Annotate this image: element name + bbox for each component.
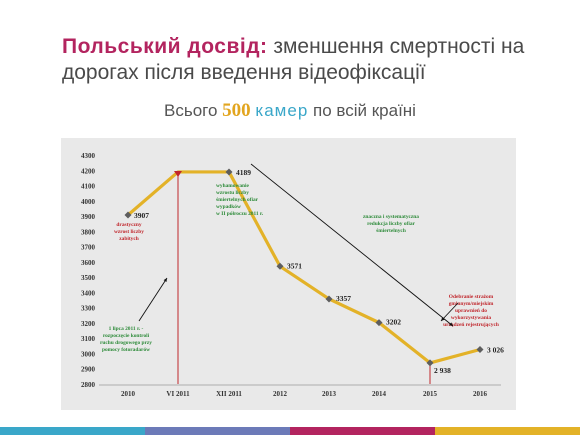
annotation-text: pomocy fotoradarów xyxy=(102,347,150,353)
bottom-bar-segment xyxy=(0,427,145,435)
y-tick-label: 3800 xyxy=(81,228,96,236)
annotation-arrow xyxy=(250,163,454,327)
annotation-arrowhead xyxy=(441,317,445,321)
data-label: 3357 xyxy=(336,294,351,303)
y-tick-label: 3000 xyxy=(81,350,96,358)
annotation-arrow xyxy=(138,277,168,322)
y-tick-label: 3400 xyxy=(81,289,96,297)
annotation-text: zabitych xyxy=(119,236,138,242)
y-tick-label: 2800 xyxy=(81,381,96,389)
annotation-text: gminnym/miejskim xyxy=(449,301,494,307)
annotation-text: wzrost liczby xyxy=(114,229,144,235)
annotation-text: 1 lipca 2011 r. - xyxy=(109,326,144,332)
camera-count: 500 xyxy=(222,100,251,121)
y-tick-label: 4200 xyxy=(81,167,96,175)
y-tick-label: 3600 xyxy=(81,259,96,267)
slide-subtitle: Всього 500 камер по всій країні xyxy=(0,100,580,122)
annotation-text: drastyczny xyxy=(116,222,141,228)
x-tick-label: 2015 xyxy=(423,390,438,398)
slide-title-rest: зменшення смертності на дорогах після вв… xyxy=(62,35,525,84)
y-tick-label: 3900 xyxy=(81,213,96,221)
annotation-text: znaczna i systematyczna xyxy=(363,214,419,220)
y-tick-label: 3700 xyxy=(81,244,96,252)
annotation-text: ruchu drogowego przy xyxy=(100,340,152,346)
x-tick-label: XII 2011 xyxy=(216,390,242,398)
annotation-text: wyhamowanie xyxy=(216,183,250,189)
x-tick-label: 2012 xyxy=(273,390,288,398)
x-tick-label: 2016 xyxy=(473,390,488,398)
data-label: 3907 xyxy=(134,211,149,220)
data-label: 4189 xyxy=(236,168,251,177)
chart-panel: 2800 2900 3000 3100 3200 3300 3400 3500 3600 3700… xyxy=(61,138,516,410)
y-tick-label: 3500 xyxy=(81,274,96,282)
x-tick-label: 2013 xyxy=(322,390,337,398)
data-point-marker xyxy=(124,211,132,219)
annotation-arrowhead xyxy=(163,278,167,282)
x-tick-label: VI 2011 xyxy=(166,390,190,398)
data-label: 3571 xyxy=(287,261,302,270)
annotation-arrowhead xyxy=(449,322,453,326)
data-point-marker xyxy=(375,319,383,327)
slide-title-accent: Польський досвід: xyxy=(62,35,268,58)
subtitle-after: по всій країні xyxy=(308,101,416,120)
bottom-color-bar xyxy=(0,427,580,435)
annotation-text: w II półroczu 2011 r. xyxy=(216,211,264,217)
y-tick-label: 4300 xyxy=(81,152,96,160)
bottom-bar-segment xyxy=(145,427,290,435)
annotation-text: wzrostu liczby xyxy=(216,190,249,196)
y-tick-label: 3100 xyxy=(81,335,96,343)
x-tick-label: 2014 xyxy=(372,390,387,398)
y-tick-label: 4100 xyxy=(81,183,96,191)
y-tick-label: 4000 xyxy=(81,198,96,206)
data-label: 3 026 xyxy=(487,345,504,354)
data-point-marker xyxy=(476,345,484,353)
annotation-text: rozpoczęcie kontroli xyxy=(103,333,150,339)
data-point-marker xyxy=(225,168,233,176)
subtitle-before: Всього xyxy=(164,101,223,120)
data-point-marker xyxy=(426,359,434,367)
y-tick-label: 2900 xyxy=(81,366,96,374)
annotation-arrow xyxy=(440,302,459,322)
annotation-text: urządzeń rejestrujących xyxy=(443,322,499,328)
data-point-marker xyxy=(325,295,333,303)
data-label: 2 938 xyxy=(434,366,451,375)
annotation-text: wypadków xyxy=(216,204,241,210)
x-tick-label: 2010 xyxy=(121,390,136,398)
annotation-text: uprawnień do xyxy=(455,308,487,314)
annotation-text: śmiertelnych ofiar xyxy=(216,197,259,203)
annotation-text: wykorzystywania xyxy=(451,315,491,321)
data-point-marker xyxy=(174,170,182,177)
y-tick-label: 3300 xyxy=(81,305,96,313)
annotation-text: Odebranie strażom xyxy=(449,294,494,300)
subtitle-cameras: камер xyxy=(255,101,309,120)
annotation-text: śmiertelnych xyxy=(376,228,406,234)
data-point-marker xyxy=(276,262,284,270)
bottom-bar-segment xyxy=(435,427,580,435)
series-line xyxy=(126,170,481,365)
data-label: 3202 xyxy=(386,318,401,327)
line-chart: 2800 2900 3000 3100 3200 3300 3400 3500 3600 3700… xyxy=(81,152,504,398)
annotation-text: redukcja liczby ofiar xyxy=(367,221,415,227)
bottom-bar-segment xyxy=(290,427,435,435)
y-tick-label: 3200 xyxy=(81,320,96,328)
slide-title: Польський досвід: зменшення смертності н… xyxy=(62,34,562,86)
